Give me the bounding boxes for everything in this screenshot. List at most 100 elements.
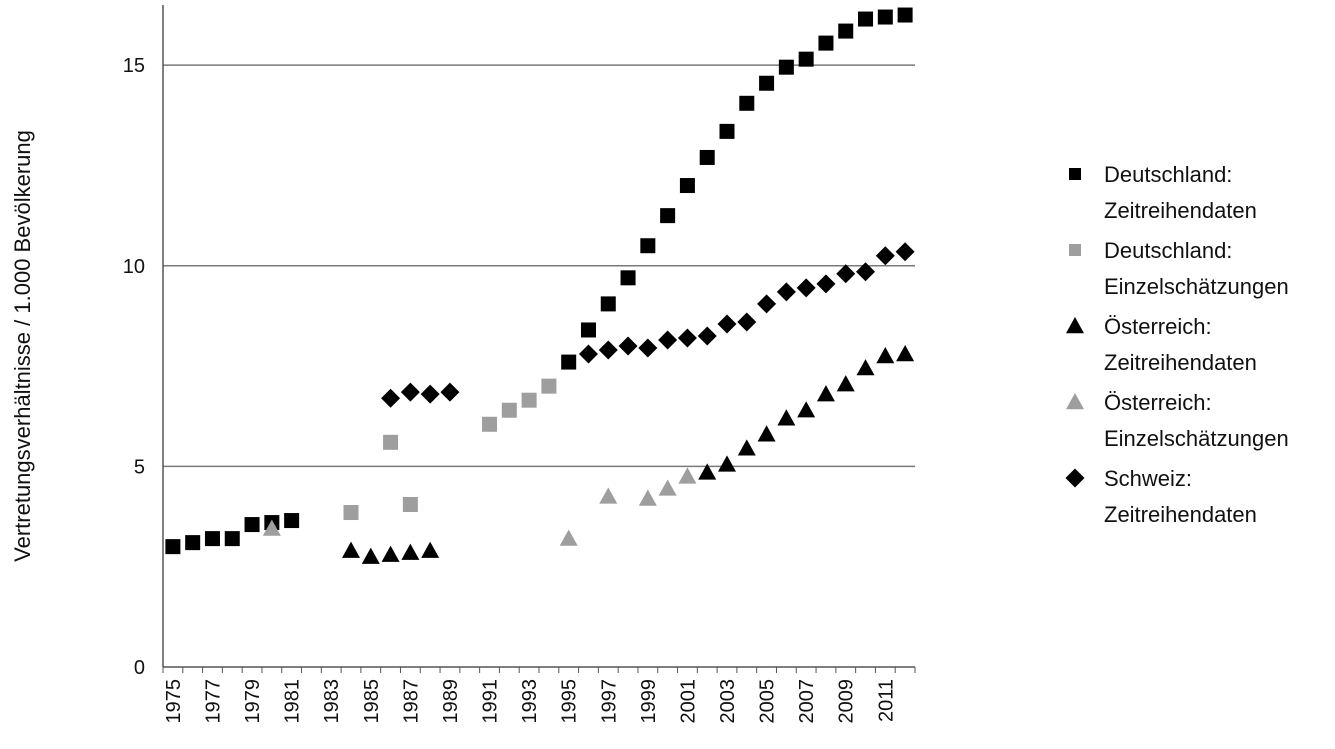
legend-label: Deutschland:	[1104, 162, 1232, 187]
x-tick-label: 1987	[400, 679, 422, 724]
data-point-square	[383, 434, 399, 450]
data-point-square	[640, 238, 656, 254]
legend-label: Einzelschätzungen	[1104, 426, 1289, 451]
x-tick-label: 2003	[717, 679, 739, 724]
data-point-triangle	[816, 385, 835, 402]
x-tick-label: 2009	[836, 679, 858, 724]
data-point-diamond	[578, 344, 598, 364]
legend-label: Einzelschätzungen	[1104, 274, 1289, 299]
data-point-square	[778, 59, 794, 75]
data-point-diamond	[875, 246, 895, 266]
data-point-square	[798, 51, 814, 67]
x-tick-label: 2005	[757, 679, 779, 724]
data-point-square	[719, 123, 735, 139]
x-tick-label: 1995	[559, 679, 581, 724]
data-point-triangle	[876, 347, 895, 364]
data-point-diamond	[717, 314, 737, 334]
x-tick-label: 1979	[242, 679, 264, 724]
legend-marker-square	[1069, 244, 1081, 256]
data-point-square	[402, 497, 418, 513]
data-point-square	[858, 11, 874, 27]
x-tick-label: 1997	[598, 679, 620, 724]
data-point-triangle	[737, 439, 756, 456]
data-point-square	[838, 23, 854, 39]
grid-lines	[163, 64, 915, 468]
data-point-diamond	[400, 382, 420, 402]
data-point-triangle	[836, 375, 855, 392]
data-point-triangle	[896, 345, 915, 362]
x-tick-label: 2001	[677, 679, 699, 724]
data-point-triangle	[777, 409, 796, 426]
data-point-triangle	[342, 541, 360, 558]
x-tick-label: 1985	[361, 679, 383, 724]
data-point-triangle	[262, 519, 281, 536]
data-point-triangle	[718, 455, 736, 472]
data-point-diamond	[776, 282, 796, 302]
y-tick-label: 15	[123, 55, 145, 77]
data-point-square	[600, 296, 616, 312]
x-tick-label: 2011	[875, 679, 897, 722]
data-point-triangle	[421, 541, 440, 558]
data-point-square	[660, 208, 676, 224]
y-tick-labels: 0 5 10 15	[123, 55, 145, 679]
data-point-square	[284, 513, 300, 529]
data-point-triangle	[559, 529, 578, 546]
series-2	[342, 345, 915, 564]
data-point-diamond	[757, 294, 777, 314]
legend-item: Deutschland: Zeitreihendaten	[1069, 162, 1257, 223]
legend-item: Österreich: Einzelschätzungen	[1066, 390, 1289, 451]
data-point-square	[759, 75, 775, 91]
data-point-square	[185, 535, 201, 551]
data-point-diamond	[598, 340, 618, 360]
series-1	[343, 378, 557, 521]
data-point-triangle	[698, 463, 717, 480]
data-point-diamond	[440, 382, 460, 402]
legend-label: Schweiz:	[1104, 466, 1192, 491]
data-point-diamond	[420, 384, 440, 404]
data-point-diamond	[618, 336, 638, 356]
data-point-square	[679, 178, 695, 194]
data-point-diamond	[677, 328, 697, 348]
legend-label: Zeitreihendaten	[1104, 198, 1257, 223]
data-point-square	[541, 378, 557, 394]
data-point-triangle	[638, 489, 657, 506]
series-0	[165, 7, 913, 555]
legend-item: Schweiz: Zeitreihendaten	[1065, 466, 1257, 527]
data-point-triangle	[658, 479, 677, 496]
data-point-square	[561, 354, 577, 370]
data-point-square	[739, 95, 755, 111]
data-point-diamond	[638, 338, 658, 358]
data-point-square	[521, 392, 537, 408]
axes	[162, 5, 916, 673]
x-tick-label: 1975	[163, 679, 185, 724]
x-tick-label: 2007	[796, 679, 818, 724]
data-point-square	[897, 7, 913, 23]
x-tick-label: 1993	[519, 679, 541, 724]
x-tick-label: 1981	[282, 679, 304, 724]
legend-label: Zeitreihendaten	[1104, 502, 1257, 527]
x-tick-label: 1983	[321, 679, 343, 724]
y-axis-title: Vertretungsverhältnisse / 1.000 Bevölker…	[10, 130, 35, 562]
y-tick-label: 10	[123, 256, 145, 278]
data-point-square	[620, 270, 636, 286]
legend-label: Deutschland:	[1104, 238, 1232, 263]
data-point-triangle	[856, 359, 875, 376]
data-point-square	[224, 531, 240, 547]
data-point-triangle	[361, 547, 380, 564]
data-point-triangle	[381, 545, 400, 562]
data-point-triangle	[599, 487, 618, 504]
data-point-square	[699, 149, 715, 165]
data-point-square	[818, 35, 834, 51]
series-3	[262, 467, 697, 546]
legend-label: Zeitreihendaten	[1104, 350, 1257, 375]
data-point-triangle	[678, 467, 697, 484]
data-point-diamond	[895, 242, 915, 262]
x-tick-label: 1991	[480, 679, 502, 724]
data-point-diamond	[836, 264, 856, 284]
data-point-diamond	[737, 312, 757, 332]
x-tick-label: 1977	[202, 679, 224, 724]
legend-item: Österreich: Zeitreihendaten	[1066, 314, 1257, 375]
data-point-square	[501, 402, 517, 418]
data-point-triangle	[797, 401, 816, 418]
